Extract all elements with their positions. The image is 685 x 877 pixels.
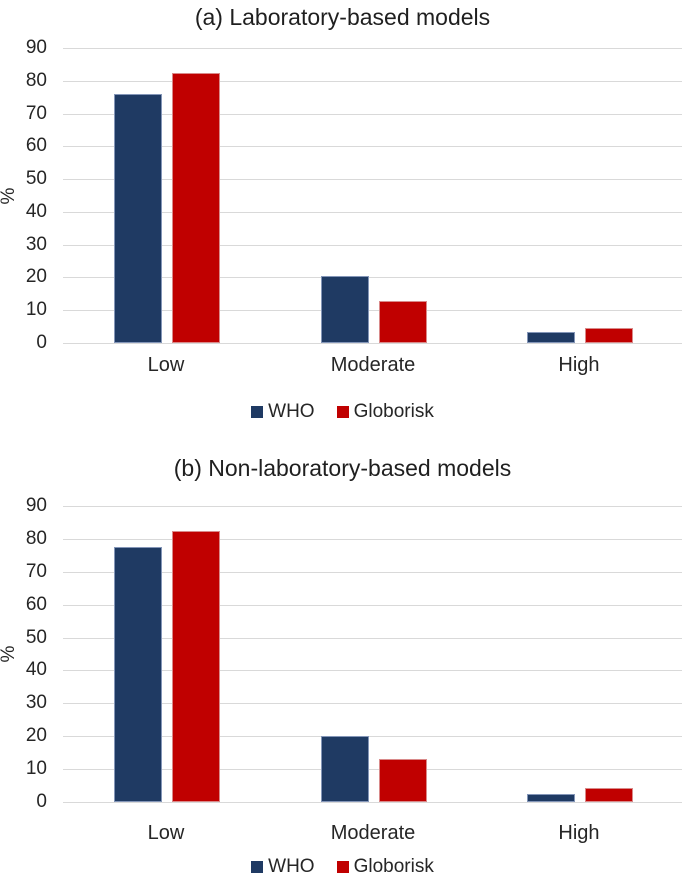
legend-label: WHO [268,401,315,422]
chart-a-y-tick-70: 70 [25,102,47,124]
chart-b-gridline-0 [63,802,682,803]
chart-b-gridline-20 [63,736,682,737]
who-legend-swatch-icon [251,406,264,418]
chart-b-y-tick-40: 40 [25,659,47,681]
legend-label: Globorisk [353,856,434,877]
chart-a-y-tick-30: 30 [25,233,47,255]
chart-a-bar-who-low [114,94,162,343]
chart-a-bar-globorisk-high [585,328,633,343]
chart-b-legend-item-globorisk: Globorisk [336,856,434,877]
chart-a-gridline-40 [63,212,682,213]
chart-b-plot-area [63,506,682,803]
chart-a-gridline-70 [63,114,682,115]
chart-a-legend-item-who: WHO [251,401,315,423]
chart-b-bar-who-high [527,794,575,802]
chart-b-bar-who-moderate [321,736,369,802]
chart-a-y-tick-90: 90 [25,37,47,58]
chart-b-y-tick-70: 70 [25,560,47,582]
chart-b-gridline-90 [63,506,682,507]
chart-a-bar-globorisk-low [172,73,220,343]
chart-a-legend-item-globorisk: Globorisk [336,401,434,423]
chart-a-x-label-high: High [558,354,600,376]
chart-b-gridline-60 [63,605,682,606]
chart-b-y-tick-0: 0 [36,791,47,812]
chart-b-legend-item-who: WHO [251,856,315,877]
globorisk-legend-swatch-icon [336,406,349,418]
chart-a-gridline-30 [63,245,682,246]
chart-b-gridline-70 [63,572,682,573]
chart-a-gridline-80 [63,81,682,82]
chart-a-bar-who-moderate [321,276,369,343]
chart-a-bar-who-high [527,332,575,343]
legend-label: Globorisk [353,401,434,422]
chart-a-gridline-60 [63,146,682,147]
chart-a-gridline-50 [63,179,682,180]
chart-b-y-tick-60: 60 [25,593,47,615]
chart-a-x-label-moderate: Moderate [330,354,416,376]
chart-b-title: (b) Non-laboratory-based models [173,455,512,481]
chart-b-gridline-40 [63,670,682,671]
chart-b-y-tick-20: 20 [25,725,47,747]
chart-b-x-label-low: Low [147,822,185,844]
chart-b-gridline-10 [63,769,682,770]
chart-a-plot-area [63,48,682,344]
chart-a-title: (a) Laboratory-based models [194,4,491,30]
chart-b: (b) Non-laboratory-based models % 90 80 70… [0,440,685,877]
chart-a-y-tick-50: 50 [25,168,47,190]
chart-b-x-label-high: High [558,822,600,844]
chart-b-bar-globorisk-high [585,788,633,802]
chart-b-x-label-moderate: Moderate [330,822,416,844]
chart-a-y-tick-10: 10 [25,299,47,321]
chart-b-bar-globorisk-moderate [379,759,427,802]
chart-a-gridline-90 [63,48,682,49]
chart-b-y-tick-10: 10 [25,758,47,780]
chart-b-legend: WHO Globorisk [0,856,685,877]
chart-a-y-tick-20: 20 [25,266,47,288]
chart-b-gridline-80 [63,539,682,540]
chart-b-y-tick-80: 80 [25,527,47,549]
who-legend-swatch-icon [251,861,264,873]
chart-a-legend: WHO Globorisk [0,401,685,423]
chart-b-y-tick-90: 90 [25,495,47,516]
chart-b-bar-globorisk-low [172,531,220,802]
chart-b-bar-who-low [114,547,162,802]
chart-a: (a) Laboratory-based models % 90 80 70 60 50… [0,4,685,423]
chart-b-y-tick-50: 50 [25,626,47,648]
chart-a-y-tick-60: 60 [25,135,47,157]
chart-a-gridline-20 [63,277,682,278]
chart-a-gridline-10 [63,310,682,311]
chart-b-gridline-30 [63,703,682,704]
chart-a-y-tick-0: 0 [36,332,47,353]
chart-a-y-tick-40: 40 [25,200,47,222]
chart-a-gridline-0 [63,343,682,344]
chart-a-y-tick-80: 80 [25,69,47,91]
chart-a-x-label-low: Low [147,354,185,376]
chart-b-y-tick-30: 30 [25,692,47,714]
chart-a-bar-globorisk-moderate [379,301,427,343]
chart-b-gridline-50 [63,638,682,639]
globorisk-legend-swatch-icon [336,861,349,873]
legend-label: WHO [268,856,315,877]
